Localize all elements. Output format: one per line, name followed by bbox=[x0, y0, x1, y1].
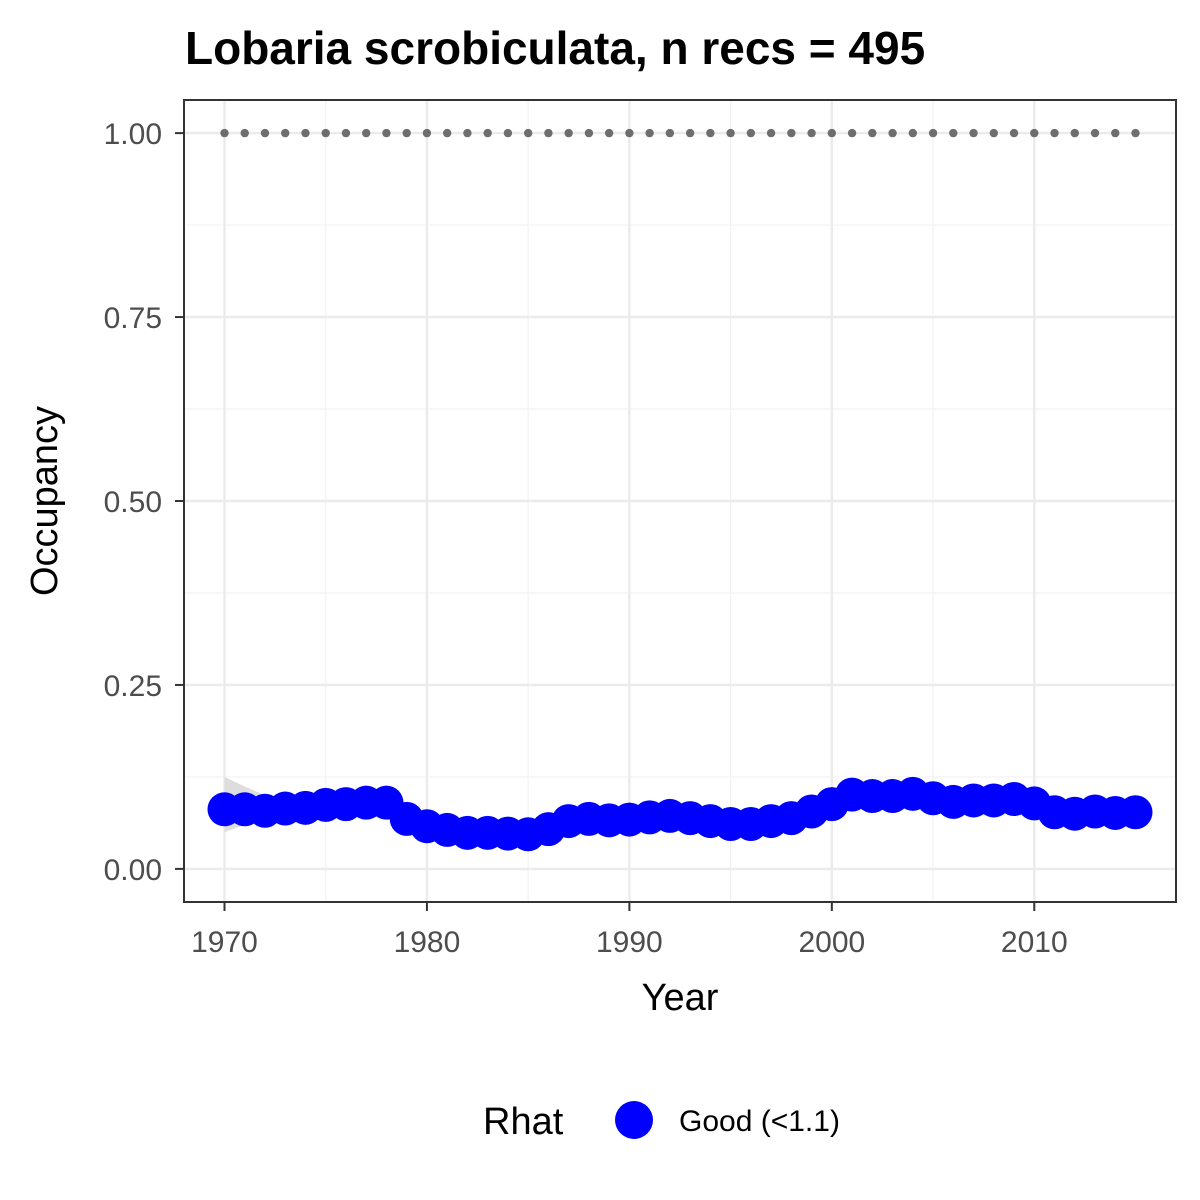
reference-dot bbox=[908, 128, 918, 138]
reference-dot bbox=[260, 128, 270, 138]
reference-line-layer bbox=[220, 128, 1140, 138]
reference-dot bbox=[665, 128, 675, 138]
reference-dot bbox=[442, 128, 452, 138]
y-tick-label: 1.00 bbox=[104, 118, 162, 151]
points-layer bbox=[207, 776, 1153, 852]
reference-dot bbox=[1111, 128, 1120, 138]
reference-dot bbox=[503, 128, 513, 138]
reference-dot bbox=[807, 128, 816, 138]
reference-dot bbox=[949, 128, 958, 138]
reference-dot bbox=[1090, 128, 1100, 138]
reference-dot bbox=[706, 128, 715, 138]
reference-dot bbox=[766, 128, 776, 138]
reference-dot bbox=[1131, 128, 1140, 138]
y-tick-label: 0.25 bbox=[104, 670, 162, 703]
x-tick-label: 1990 bbox=[596, 926, 663, 959]
reference-dot bbox=[281, 128, 290, 138]
reference-dot bbox=[301, 128, 310, 138]
reference-dot bbox=[726, 128, 735, 138]
reference-dot bbox=[969, 128, 978, 138]
legend: Rhat Good (<1.1) bbox=[483, 1101, 840, 1143]
reference-dot bbox=[523, 128, 533, 138]
x-tick-label: 1980 bbox=[394, 926, 461, 959]
reference-dot bbox=[483, 128, 492, 138]
x-tick-label: 2010 bbox=[1001, 926, 1068, 959]
reference-dot bbox=[928, 128, 938, 138]
reference-dot bbox=[341, 128, 351, 138]
reference-dot bbox=[422, 128, 432, 138]
reference-dot bbox=[989, 128, 998, 138]
reference-dot bbox=[868, 128, 877, 138]
reference-dot bbox=[827, 128, 837, 138]
y-tick-label: 0.50 bbox=[104, 486, 162, 519]
grid bbox=[184, 100, 1176, 902]
reference-dot bbox=[240, 128, 249, 138]
reference-dot bbox=[685, 128, 695, 138]
data-point bbox=[1118, 795, 1153, 830]
legend-title: Rhat bbox=[483, 1101, 564, 1143]
reference-dot bbox=[220, 128, 229, 138]
y-tick-label: 0.00 bbox=[104, 854, 162, 887]
reference-dot bbox=[746, 128, 756, 138]
reference-dot bbox=[463, 128, 472, 138]
legend-label: Good (<1.1) bbox=[679, 1105, 840, 1138]
reference-dot bbox=[564, 128, 573, 138]
reference-dot bbox=[1030, 128, 1039, 138]
reference-dot bbox=[1070, 128, 1079, 138]
reference-dot bbox=[625, 128, 634, 138]
legend-key bbox=[615, 1101, 653, 1139]
reference-dot bbox=[402, 128, 411, 138]
reference-dot bbox=[787, 128, 796, 138]
reference-dot bbox=[1009, 128, 1019, 138]
reference-dot bbox=[321, 128, 330, 138]
reference-dot bbox=[604, 128, 614, 138]
chart-title: Lobaria scrobiculata, n recs = 495 bbox=[185, 22, 925, 74]
reference-dot bbox=[1050, 128, 1059, 138]
reference-dot bbox=[645, 128, 654, 138]
axes-layer: 1970 1980 1990 2000 2010 0.00 0.25 0.50 0.75 1.00 bbox=[104, 118, 1068, 959]
y-tick-label: 0.75 bbox=[104, 302, 162, 335]
reference-dot bbox=[544, 128, 553, 138]
reference-dot bbox=[584, 128, 594, 138]
reference-dot bbox=[888, 128, 897, 138]
x-axis-title: Year bbox=[642, 977, 719, 1019]
y-axis-title: Occupancy bbox=[24, 406, 66, 596]
x-tick-label: 2000 bbox=[798, 926, 865, 959]
reference-dot bbox=[382, 128, 391, 138]
reference-dot bbox=[362, 128, 371, 138]
reference-dot bbox=[847, 128, 857, 138]
x-tick-label: 1970 bbox=[191, 926, 258, 959]
